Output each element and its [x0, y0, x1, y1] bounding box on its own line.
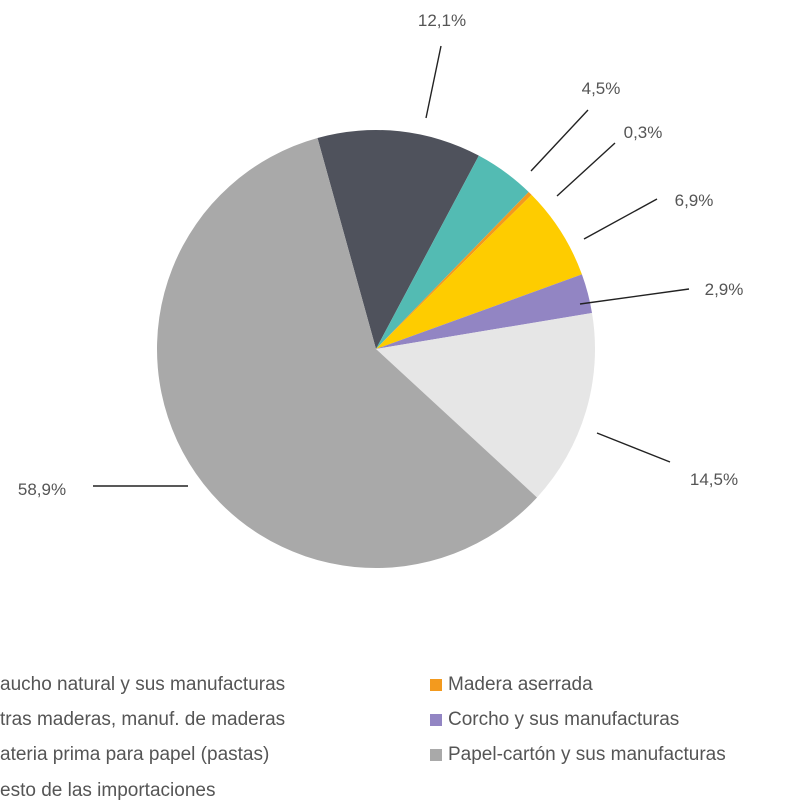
legend-entry-papel-carton: Papel-cartón y sus manufacturas: [430, 744, 726, 766]
legend-entry-resto: esto de las importaciones: [0, 780, 215, 802]
pie-slice-1: [376, 155, 529, 349]
data-label-6: 58,9%: [18, 480, 66, 499]
pie-slice-6: [156, 137, 538, 569]
leader-line-0: [425, 45, 442, 119]
data-label-2: 0,3%: [624, 123, 663, 142]
legend-label: ateria prima para papel (pastas): [0, 744, 270, 765]
legend-label: Madera aserrada: [448, 674, 593, 695]
legend-swatch-madera-aserrada: [430, 679, 442, 691]
legend-entry-corcho: Corcho y sus manufacturas: [430, 709, 679, 731]
pie-slice-4: [376, 274, 593, 349]
legend-label: tras maderas, manuf. de maderas: [0, 709, 286, 730]
leader-line-1: [530, 109, 589, 172]
legend-label: Corcho y sus manufacturas: [448, 709, 680, 730]
leader-line-5: [596, 432, 671, 463]
legend-entry-otras-maderas: tras maderas, manuf. de maderas: [0, 709, 285, 731]
pie-slice-5: [376, 312, 595, 498]
data-label-1: 4,5%: [582, 79, 621, 98]
pie-slice-0: [317, 130, 479, 349]
legend-label: Papel-cartón y sus manufacturas: [448, 744, 726, 765]
leader-line-2: [556, 142, 616, 197]
leader-line-3: [583, 198, 658, 240]
legend-label: aucho natural y sus manufacturas: [0, 674, 286, 695]
data-label-3: 6,9%: [675, 191, 714, 210]
legend-swatch-corcho: [430, 714, 442, 726]
pie-slice-2: [376, 191, 532, 349]
legend-swatch-papel-carton: [430, 749, 442, 761]
legend-entry-caucho: aucho natural y sus manufacturas: [0, 674, 285, 696]
legend-entry-materia-prima: ateria prima para papel (pastas): [0, 744, 269, 766]
legend-label: esto de las importaciones: [0, 780, 216, 801]
data-label-5: 14,5%: [690, 470, 738, 489]
pie-slice-3: [376, 194, 582, 349]
data-label-4: 2,9%: [705, 280, 744, 299]
legend-entry-madera-aserrada: Madera aserrada: [430, 674, 593, 696]
data-label-0: 12,1%: [418, 11, 466, 30]
leader-line-4: [579, 288, 690, 305]
